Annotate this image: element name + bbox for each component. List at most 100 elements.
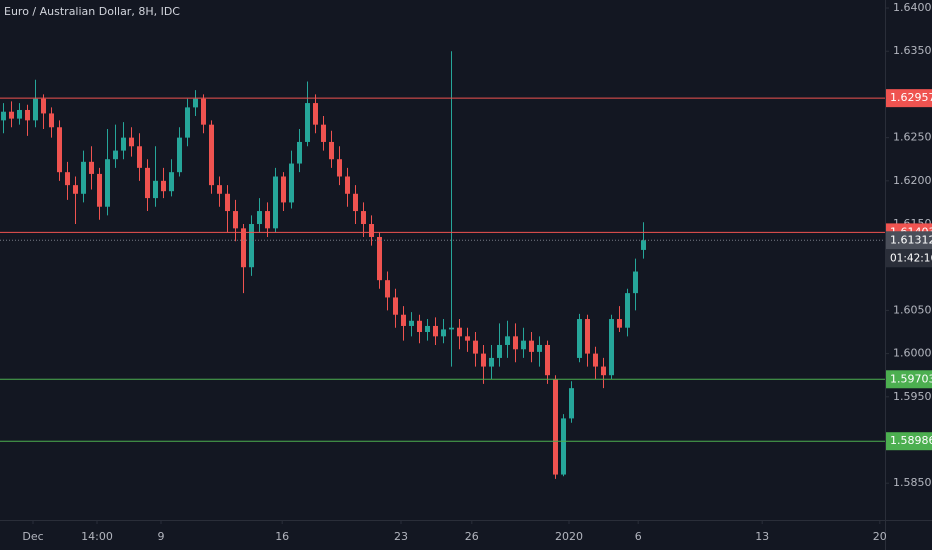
candle-body: [409, 320, 414, 326]
candle-body: [585, 319, 590, 354]
candle-body: [9, 111, 14, 119]
x-tick-label: 2020: [555, 530, 583, 543]
countdown-box: [886, 249, 932, 268]
x-tick-label: 9: [158, 530, 165, 543]
candle-body: [513, 336, 518, 350]
candle-body: [337, 159, 342, 177]
y-tick-label: 1.64000: [893, 1, 932, 14]
candle-body: [265, 211, 270, 229]
candle-body: [57, 127, 62, 173]
candle-body: [209, 124, 214, 186]
candle-body: [25, 109, 30, 121]
candle-body: [465, 336, 470, 341]
candle-body: [609, 319, 614, 376]
candle-body: [553, 379, 558, 475]
level-label: 1.58986: [890, 434, 932, 447]
candle-body: [625, 293, 630, 328]
candle-body: [121, 137, 126, 151]
candle-body: [473, 340, 478, 354]
countdown: 01:42:16: [890, 252, 932, 264]
y-tick-label: 1.59500: [893, 390, 932, 403]
x-tick-label: 14:00: [81, 530, 113, 543]
candle-body: [233, 211, 238, 229]
candle-body: [641, 240, 646, 250]
level-tag: [886, 370, 932, 389]
level-tag: [886, 432, 932, 451]
candle-body: [241, 228, 246, 268]
candle-body: [281, 176, 286, 203]
candle-body: [113, 150, 118, 160]
candle-body: [353, 193, 358, 212]
candle-body: [521, 340, 526, 350]
candle-body: [41, 98, 46, 114]
candle-body: [601, 366, 606, 376]
candle-body: [193, 98, 198, 108]
x-tick-label: 20: [873, 530, 887, 543]
candle-body: [593, 353, 598, 367]
x-tick-label: 26: [465, 530, 479, 543]
y-tick-label: 1.62500: [893, 131, 932, 144]
candle-body: [497, 344, 502, 358]
candle-body: [201, 98, 206, 125]
candle-body: [489, 357, 494, 367]
candle-body: [617, 319, 622, 328]
candle-body: [177, 137, 182, 173]
candle-body: [257, 211, 262, 225]
candle-body: [217, 185, 222, 194]
candle-body: [385, 280, 390, 298]
candle-body: [137, 146, 142, 168]
candle-body: [249, 224, 254, 268]
candle-body: [577, 319, 582, 358]
candle-body: [89, 161, 94, 174]
candle-body: [401, 314, 406, 326]
candle-body: [561, 418, 566, 475]
candle-body: [17, 109, 22, 119]
candle-body: [105, 159, 110, 207]
candle-body: [537, 344, 542, 352]
candle-body: [33, 98, 38, 121]
x-tick-label: 16: [275, 530, 289, 543]
candle-body: [129, 137, 134, 147]
candle-body: [97, 173, 102, 207]
candle-body: [297, 141, 302, 164]
candle-body: [377, 236, 382, 281]
current-price-label: 1.61312: [890, 233, 932, 246]
candle-body: [441, 329, 446, 337]
candle-body: [345, 176, 350, 194]
plot-area: [0, 51, 885, 479]
y-tick-label: 1.62000: [893, 174, 932, 187]
candle-body: [457, 327, 462, 337]
y-tick-label: 1.60000: [893, 347, 932, 360]
candle-body: [289, 163, 294, 203]
candle-body: [529, 340, 534, 352]
candle-body: [153, 180, 158, 199]
candle-body: [49, 113, 54, 128]
y-tick-label: 1.58500: [893, 476, 932, 489]
candle-body: [569, 388, 574, 419]
level-label: 1.62957: [890, 91, 932, 104]
candle-body: [433, 325, 438, 337]
candle-body: [369, 224, 374, 237]
candle-body: [361, 211, 366, 225]
candle-body: [313, 103, 318, 125]
candle-body: [505, 336, 510, 345]
candle-body: [81, 161, 86, 194]
x-tick-label: 6: [635, 530, 642, 543]
candle-body: [73, 185, 78, 194]
candle-body: [145, 167, 150, 199]
candle-body: [225, 193, 230, 212]
candle-body: [449, 327, 454, 330]
x-tick-label: 23: [394, 530, 408, 543]
x-tick-label: 13: [755, 530, 769, 543]
candle-body: [305, 103, 310, 142]
candle-body: [1, 111, 6, 121]
candle-body: [273, 176, 278, 229]
candle-body: [329, 141, 334, 160]
y-tick-label: 1.63500: [893, 44, 932, 57]
level-label: 1.59703: [890, 372, 932, 385]
candle-body: [65, 172, 70, 186]
candle-body: [161, 180, 166, 192]
candle-body: [425, 325, 430, 333]
